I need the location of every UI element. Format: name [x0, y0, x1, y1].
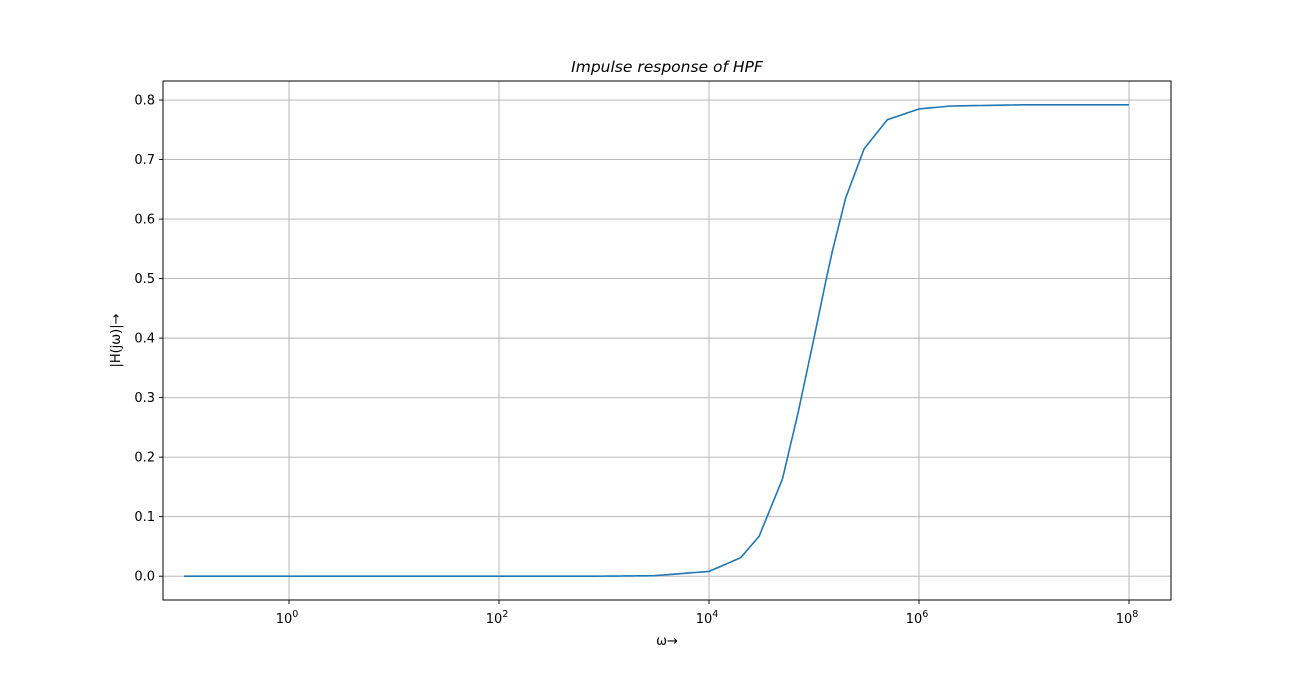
- x-tick-label: 108: [1116, 609, 1139, 627]
- y-tick-label: 0.6: [134, 213, 155, 228]
- x-tick-label: 102: [486, 609, 509, 627]
- y-axis-label: |H(jω)|→: [109, 313, 124, 367]
- x-axis-label: ω→: [656, 634, 678, 649]
- x-tick-exponent: 4: [712, 609, 718, 620]
- grid: [163, 81, 1171, 600]
- x-tick-label: 106: [906, 609, 929, 627]
- x-tick-label: 100: [276, 609, 299, 627]
- x-tick-base: 10: [696, 612, 713, 627]
- x-tick-exponent: 6: [922, 609, 928, 620]
- x-tick-exponent: 8: [1132, 609, 1138, 620]
- series-layer: [184, 104, 1129, 577]
- x-tick-exponent: 0: [292, 609, 298, 620]
- x-tick-base: 10: [486, 612, 503, 627]
- y-tick-label: 0.4: [134, 332, 155, 347]
- y-tick-label: 0.8: [134, 94, 155, 109]
- x-tick-base: 10: [1116, 612, 1133, 627]
- y-tick-label: 0.7: [134, 153, 155, 168]
- series-line: [184, 104, 1129, 577]
- y-tick-label: 0.5: [134, 272, 155, 287]
- x-tick-base: 10: [906, 612, 923, 627]
- y-tick-label: 0.3: [134, 391, 155, 406]
- axes-frame: [162, 80, 1172, 601]
- ticks: 100 102 104 106 1080.00.10.20.30.40.50.60.70…: [134, 94, 1138, 627]
- x-tick-label: 104: [696, 609, 719, 627]
- y-tick-label: 0.1: [134, 510, 155, 525]
- x-tick-base: 10: [276, 612, 293, 627]
- y-tick-label: 0.2: [134, 451, 155, 466]
- y-tick-label: 0.0: [134, 570, 155, 585]
- chart-title: Impulse response of HPF: [571, 58, 764, 76]
- x-tick-exponent: 2: [502, 609, 508, 620]
